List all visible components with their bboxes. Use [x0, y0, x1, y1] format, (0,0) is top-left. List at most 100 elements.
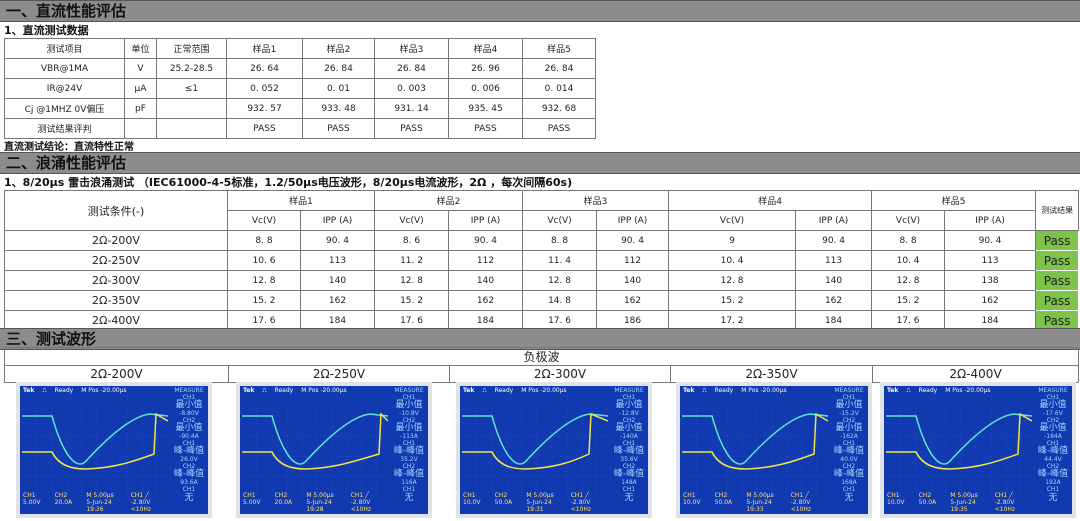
table-cell: 9 — [668, 230, 797, 251]
ch2-label: CH2 — [622, 416, 636, 424]
m-pos: M Pos -20.00μs — [945, 387, 991, 394]
oscilloscope-photo: Tek ⎍ Ready M Pos -20.00μs MEASURE CH1 最小值 -1… — [236, 382, 432, 518]
ch1-pp-value: 40.0V — [840, 456, 858, 464]
waveform-plot — [22, 396, 168, 496]
table-cell: 10. 6 — [227, 250, 301, 271]
ch1-label: CH1 — [622, 439, 636, 447]
waveform-plot — [462, 396, 608, 496]
measure-panel: MEASURE CH1 最小值 -8.80V CH2 最小值 -90.4A CH1 峰-峰… — [171, 387, 207, 503]
pp-label: 峰-峰值 — [613, 469, 645, 480]
pulse-icon: ⎍ — [906, 387, 911, 394]
ch1-voltage-trace — [682, 413, 828, 465]
min-label: 最小值 — [835, 423, 863, 434]
table-cell: PASS — [448, 118, 523, 139]
frequency: <10Hz — [994, 506, 1016, 513]
ch2-label: CH2 — [1046, 462, 1060, 470]
table-cell: 15. 2 — [668, 290, 797, 311]
table-row: Cj @1MHZ 0V偏压 pF 932. 57 933. 48 931. 14 935.… — [4, 98, 596, 119]
pp-label: 峰-峰值 — [833, 469, 865, 480]
column-header: 样品4 — [448, 38, 523, 59]
trigger: CH1 ╱ -2.80V — [570, 492, 591, 506]
oscilloscope-photo: Tek ⎍ Ready M Pos -20.00μs MEASURE CH1 最小值 -1… — [880, 382, 1076, 518]
column-header: 样品1 — [226, 38, 303, 59]
ipp-header: IPP (A) — [944, 210, 1037, 231]
sample-header: 样品3 — [522, 190, 670, 211]
ch2-label: CH2 — [182, 416, 196, 424]
ch2-label: CH2 — [842, 416, 856, 424]
table-cell: 113 — [944, 250, 1037, 271]
sample-header: 样品5 — [871, 190, 1037, 211]
ch2-scale: CH2 50.0A — [918, 492, 937, 506]
column-header: 样品5 — [522, 38, 596, 59]
table-cell — [156, 118, 227, 139]
condition-cell: 2Ω-250V — [4, 250, 228, 271]
table-cell: 113 — [299, 250, 376, 271]
ch1-pp-value: 44.4V — [1044, 456, 1062, 464]
table-cell: 8. 6 — [374, 230, 450, 251]
pp-label: 峰-峰值 — [1037, 446, 1069, 457]
ch1-min-value: -17.6V — [1043, 410, 1063, 418]
ch1-label: CH1 — [622, 393, 636, 401]
timestamp: 5-Jun-24 19:33 — [746, 499, 772, 513]
sample-header: 样品2 — [374, 190, 524, 211]
ch1-label: CH1 — [402, 393, 416, 401]
ch2-current-trace — [22, 412, 168, 470]
table-cell: 112 — [596, 250, 670, 271]
pass-badge: Pass — [1035, 250, 1080, 271]
ch1-min-value: -15.2V — [839, 410, 859, 418]
table-cell: 162 — [299, 290, 376, 311]
table-cell: 140 — [448, 270, 524, 291]
pass-badge: Pass — [1035, 290, 1080, 311]
waveform-plot — [886, 396, 1032, 496]
ch2-pp-value: 148A — [621, 479, 637, 487]
table-row: 2Ω-300V 12. 8 140 12. 8 140 12. 8 140 12. 8 140 1… — [4, 270, 1080, 291]
brand-logo: Tek — [887, 387, 899, 394]
ch1-scale: CH1 10.0V — [463, 492, 481, 506]
ch2-pp-value: 168A — [841, 479, 857, 487]
pp-label: 峰-峰值 — [173, 446, 205, 457]
condition-header: 测试条件(-) — [4, 190, 228, 231]
table-cell: 15. 2 — [374, 290, 450, 311]
brand-logo: Tek — [243, 387, 255, 394]
time-base: M 5.00μs — [950, 492, 978, 499]
table-header-row: 测试条件(-) 样品1 样品2 样品3 样品4 样品5 测试结果 — [4, 190, 1080, 231]
table-row: 2Ω-200V 8. 8 90. 4 8. 6 90. 4 8. 8 90. 4 9 90. 4… — [4, 230, 1080, 251]
table-cell: 11. 2 — [374, 250, 450, 271]
ch1-label: CH1 — [182, 393, 196, 401]
time-base: M 5.00μs — [86, 492, 114, 499]
ch1-min-value: -12.8V — [619, 410, 639, 418]
ipp-header: IPP (A) — [596, 210, 670, 231]
ch2-pp-value: 93.6A — [180, 479, 198, 487]
table-cell: 26. 64 — [226, 58, 303, 79]
trigger: CH1 ╱ -2.80V — [790, 492, 811, 506]
vc-header: Vc(V) — [227, 210, 301, 231]
time-base: M 5.00μs — [526, 492, 554, 499]
table-cell: 14. 8 — [522, 290, 598, 311]
table-cell: 26. 84 — [522, 58, 596, 79]
status: Ready — [918, 387, 938, 394]
table-cell: 8. 8 — [871, 230, 946, 251]
none-label: 无 — [844, 492, 854, 503]
none-label: 无 — [1048, 492, 1058, 503]
table-cell: 8. 8 — [522, 230, 598, 251]
status: Ready — [714, 387, 734, 394]
ch2-current-trace — [242, 412, 388, 470]
table-cell: 12. 8 — [522, 270, 598, 291]
table-subheader-row: Vc(V) IPP (A) Vc(V) IPP (A) Vc(V) IPP (A) Vc(V… — [5, 210, 1079, 231]
column-header: 测试项目 — [4, 38, 125, 59]
pass-badge: Pass — [1035, 230, 1080, 251]
measure-title: MEASURE — [394, 387, 424, 394]
table-cell: 162 — [448, 290, 524, 311]
table-cell: 26. 84 — [302, 58, 375, 79]
polarity-label: 负极波 — [3, 347, 1080, 366]
time-base: M 5.00μs — [746, 492, 774, 499]
min-label: 最小值 — [1039, 423, 1067, 434]
ch1-label: CH1 — [622, 485, 636, 493]
ch2-label: CH2 — [622, 462, 636, 470]
table-cell: 25.2-28.5 — [156, 58, 227, 79]
status: Ready — [274, 387, 294, 394]
ch2-pp-value: 116A — [401, 479, 417, 487]
section-1-title: 一、直流性能评估 — [0, 0, 1080, 22]
table-cell: Cj @1MHZ 0V偏压 — [4, 98, 125, 119]
m-pos: M Pos -20.00μs — [741, 387, 787, 394]
